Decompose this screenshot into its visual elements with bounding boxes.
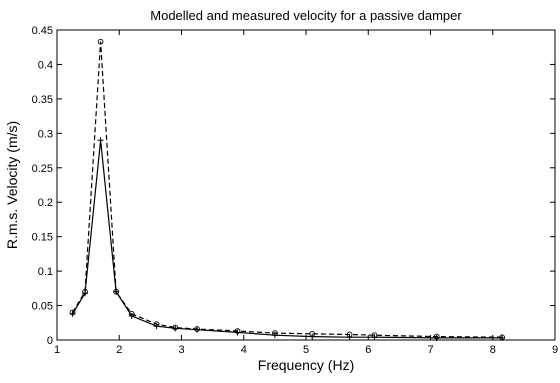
x-axis-label: Frequency (Hz) (258, 357, 354, 373)
x-tick-label: 5 (303, 344, 309, 356)
plus-data-point (234, 329, 241, 336)
plus-data-point (346, 334, 353, 341)
plus-data-point (69, 310, 76, 317)
plus-data-point (371, 334, 378, 341)
y-axis-label: R.m.s. Velocity (m/s) (4, 121, 20, 249)
plus-data-point (82, 290, 89, 297)
chart-title: Modelled and measured velocity for a pas… (150, 8, 462, 23)
y-tick-label: 0.15 (32, 232, 53, 244)
y-tick-label: 0.3 (38, 128, 53, 140)
plot-frame (56, 29, 556, 341)
x-tick-label: 7 (427, 344, 433, 356)
plus-data-point (271, 332, 278, 339)
plus-data-point (97, 137, 104, 144)
plus-data-point (113, 288, 120, 295)
y-tick-label: 0.35 (32, 94, 53, 106)
plus-data-point (128, 312, 135, 319)
plus-data-point (194, 326, 201, 333)
plus-data-point (153, 323, 160, 330)
x-tick-label: 4 (241, 344, 247, 356)
y-tick-label: 0 (47, 335, 53, 347)
x-tick-label: 2 (116, 344, 122, 356)
plus-data-point (172, 325, 179, 332)
plus-data-point (309, 333, 316, 340)
y-tick-label: 0.25 (32, 163, 53, 175)
x-tick-label: 3 (178, 344, 184, 356)
circle-data-point (97, 38, 104, 45)
x-tick-label: 6 (365, 344, 371, 356)
x-tick-label: 8 (490, 344, 496, 356)
y-tick-label: 0.2 (38, 197, 53, 209)
y-tick-label: 0.05 (32, 301, 53, 313)
x-tick-label: 9 (552, 344, 558, 356)
series-markers (69, 38, 506, 341)
y-tick-label: 0.45 (32, 25, 53, 37)
y-tick-label: 0.4 (38, 59, 53, 71)
plot-background (57, 30, 555, 340)
y-tick-label: 0.1 (38, 266, 53, 278)
x-tick-label: 1 (54, 344, 60, 356)
